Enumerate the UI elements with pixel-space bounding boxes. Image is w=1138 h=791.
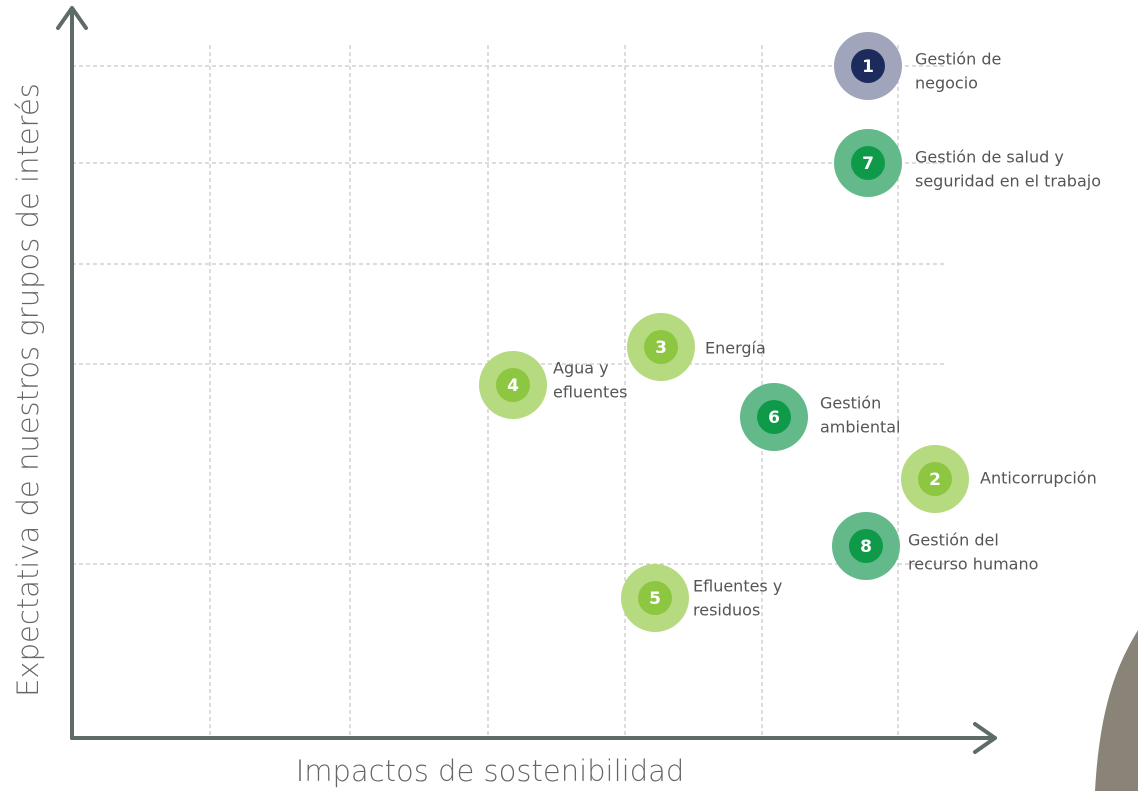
node-number: 3 <box>655 338 667 358</box>
x-axis <box>72 724 995 752</box>
node-label: recurso humano <box>908 555 1038 574</box>
y-axis <box>58 8 86 738</box>
nodes: 1 Gestión de negocio 7 Gestión de salud y seg… <box>479 32 1101 632</box>
node-number: 7 <box>862 154 874 174</box>
node-number: 2 <box>929 470 941 490</box>
node-label: residuos <box>693 601 760 620</box>
photo-fragment <box>1095 630 1138 791</box>
node-label: Anticorrupción <box>980 469 1097 488</box>
node-number: 6 <box>768 408 780 428</box>
materiality-matrix: Expectativa de nuestros grupos de interé… <box>0 0 1138 791</box>
node-number: 4 <box>507 376 519 396</box>
node-label: negocio <box>915 74 978 93</box>
y-axis-title: Expectativa de nuestros grupos de interé… <box>11 83 45 697</box>
node-label: Gestión de <box>915 50 1001 69</box>
node-number: 8 <box>860 537 872 557</box>
node-label: efluentes <box>553 383 628 402</box>
node-number: 1 <box>862 57 874 77</box>
node-number: 5 <box>649 589 661 609</box>
node-label: Efluentes y <box>693 577 782 596</box>
x-axis-title: Impactos de sostenibilidad <box>296 754 685 788</box>
node-label: Gestión <box>820 394 881 413</box>
node-label: seguridad en el trabajo <box>915 172 1101 191</box>
node-label: Agua y <box>553 359 609 378</box>
node-label: ambiental <box>820 418 901 437</box>
node-label: Energía <box>705 339 766 358</box>
node-label: Gestión de salud y <box>915 148 1064 167</box>
node-label: Gestión del <box>908 531 999 550</box>
